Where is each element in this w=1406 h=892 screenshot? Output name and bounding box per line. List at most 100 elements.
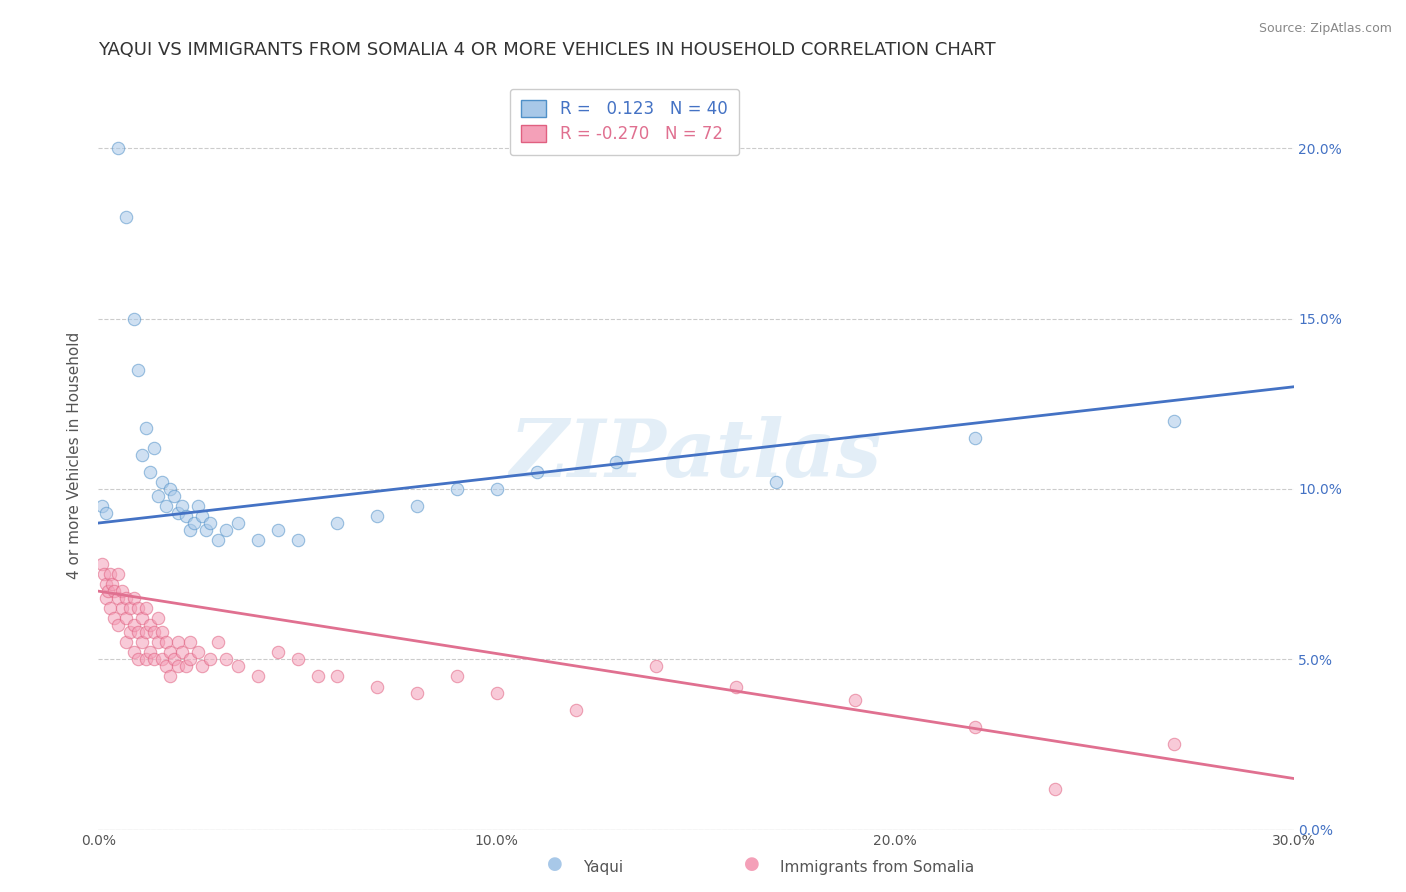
Point bbox=[139, 618, 162, 632]
Point bbox=[207, 533, 229, 547]
Point bbox=[167, 506, 190, 520]
Point bbox=[143, 625, 166, 640]
Text: ●: ● bbox=[744, 855, 761, 872]
Point bbox=[159, 482, 181, 496]
Point bbox=[526, 465, 548, 479]
Point bbox=[159, 645, 181, 659]
Point bbox=[96, 506, 118, 520]
Point bbox=[93, 567, 115, 582]
Point bbox=[174, 659, 197, 673]
Point bbox=[115, 591, 138, 605]
Point bbox=[163, 652, 186, 666]
Point bbox=[155, 659, 177, 673]
Point bbox=[150, 652, 173, 666]
Point bbox=[135, 420, 157, 434]
Point bbox=[605, 455, 627, 469]
Point bbox=[267, 645, 290, 659]
Point bbox=[446, 669, 468, 683]
Point bbox=[226, 659, 249, 673]
Point bbox=[124, 618, 146, 632]
Point bbox=[198, 652, 221, 666]
Point bbox=[107, 591, 129, 605]
Point bbox=[179, 635, 201, 649]
Point bbox=[183, 516, 205, 530]
Text: Yaqui: Yaqui bbox=[583, 861, 624, 875]
Point bbox=[91, 499, 114, 513]
Point bbox=[98, 567, 122, 582]
Point bbox=[963, 720, 986, 734]
Point bbox=[485, 686, 508, 700]
Point bbox=[191, 509, 214, 524]
Legend: R =   0.123   N = 40, R = -0.270   N = 72: R = 0.123 N = 40, R = -0.270 N = 72 bbox=[509, 88, 740, 155]
Point bbox=[135, 652, 157, 666]
Point bbox=[1043, 781, 1066, 796]
Point bbox=[143, 441, 166, 455]
Point bbox=[96, 577, 118, 591]
Point bbox=[565, 703, 588, 717]
Point bbox=[485, 482, 508, 496]
Text: ZIPatlas: ZIPatlas bbox=[510, 417, 882, 493]
Point bbox=[115, 635, 138, 649]
Point bbox=[167, 635, 190, 649]
Point bbox=[135, 625, 157, 640]
Point bbox=[167, 659, 190, 673]
Point bbox=[366, 680, 388, 694]
Point bbox=[844, 693, 866, 707]
Point bbox=[172, 645, 194, 659]
Point bbox=[91, 557, 114, 571]
Text: ●: ● bbox=[547, 855, 564, 872]
Point bbox=[155, 499, 177, 513]
Point bbox=[287, 533, 309, 547]
Text: YAQUI VS IMMIGRANTS FROM SOMALIA 4 OR MORE VEHICLES IN HOUSEHOLD CORRELATION CHA: YAQUI VS IMMIGRANTS FROM SOMALIA 4 OR MO… bbox=[98, 41, 995, 59]
Point bbox=[127, 601, 149, 615]
Point bbox=[131, 635, 153, 649]
Point bbox=[98, 601, 122, 615]
Point bbox=[127, 363, 149, 377]
Point bbox=[724, 680, 747, 694]
Point bbox=[163, 489, 186, 503]
Point bbox=[127, 625, 149, 640]
Point bbox=[207, 635, 229, 649]
Point bbox=[150, 625, 173, 640]
Point bbox=[1163, 414, 1185, 428]
Point bbox=[246, 669, 269, 683]
Point bbox=[963, 431, 986, 445]
Point bbox=[406, 686, 429, 700]
Point bbox=[267, 523, 290, 537]
Point bbox=[124, 311, 146, 326]
Point bbox=[124, 645, 146, 659]
Point bbox=[120, 625, 142, 640]
Point bbox=[143, 652, 166, 666]
Point bbox=[187, 645, 209, 659]
Point bbox=[135, 601, 157, 615]
Text: Immigrants from Somalia: Immigrants from Somalia bbox=[780, 861, 974, 875]
Point bbox=[107, 141, 129, 155]
Point bbox=[287, 652, 309, 666]
Point bbox=[159, 669, 181, 683]
Point bbox=[131, 611, 153, 625]
Point bbox=[326, 669, 349, 683]
Y-axis label: 4 or more Vehicles in Household: 4 or more Vehicles in Household bbox=[67, 331, 83, 579]
Point bbox=[131, 448, 153, 462]
Point bbox=[111, 584, 134, 599]
Point bbox=[107, 567, 129, 582]
Point bbox=[101, 577, 124, 591]
Point bbox=[195, 523, 218, 537]
Point bbox=[326, 516, 349, 530]
Point bbox=[127, 652, 149, 666]
Point bbox=[124, 591, 146, 605]
Point bbox=[1163, 738, 1185, 752]
Point bbox=[107, 618, 129, 632]
Point bbox=[148, 489, 170, 503]
Point bbox=[148, 635, 170, 649]
Point bbox=[103, 584, 125, 599]
Point bbox=[150, 475, 173, 490]
Point bbox=[111, 601, 134, 615]
Point bbox=[307, 669, 329, 683]
Point bbox=[187, 499, 209, 513]
Point bbox=[179, 523, 201, 537]
Point bbox=[246, 533, 269, 547]
Point bbox=[191, 659, 214, 673]
Point bbox=[115, 210, 138, 224]
Point bbox=[115, 611, 138, 625]
